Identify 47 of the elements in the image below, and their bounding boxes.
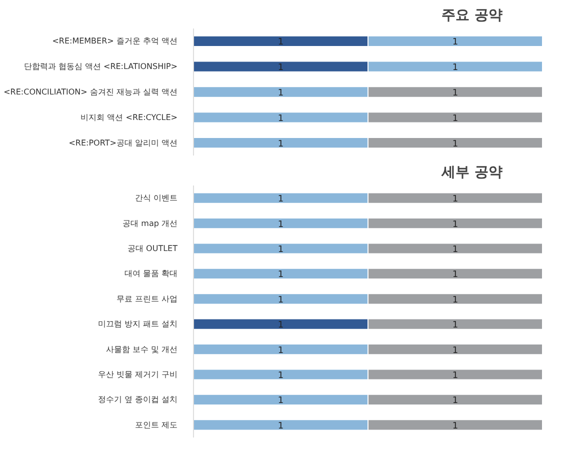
y-tick-label: 공대 OUTLET [128, 244, 178, 253]
data-label: 1 [452, 63, 458, 74]
y-tick-label: 정수기 옆 종이컵 설치 [98, 395, 178, 404]
data-label: 1 [452, 371, 458, 381]
y-tick-label: 사물함 보수 및 개선 [106, 344, 178, 354]
chart-title: 세부 공약 [440, 164, 502, 180]
data-label: 1 [278, 88, 284, 98]
data-label: 1 [278, 38, 284, 48]
y-tick-label: 공대 map 개선 [122, 218, 178, 228]
y-tick-label: 포인트 제도 [134, 420, 178, 430]
data-label: 1 [278, 346, 284, 356]
data-label: 1 [278, 114, 284, 124]
y-tick-label: 무료 프린트 사업 [116, 294, 178, 304]
data-label: 1 [452, 346, 458, 356]
data-label: 1 [278, 371, 284, 381]
data-label: 1 [452, 320, 458, 331]
data-label: 1 [452, 220, 458, 230]
y-tick-label: 비지회 액션 <RE:CYCLE> [80, 112, 178, 122]
data-label: 1 [452, 114, 458, 124]
data-label: 1 [452, 245, 458, 255]
data-label: 1 [278, 220, 284, 230]
data-label: 1 [278, 245, 284, 255]
y-tick-label: 단합력과 협동심 액션 <RE:LATIONSHIP> [24, 62, 178, 72]
data-label: 1 [452, 421, 458, 432]
data-label: 1 [278, 396, 284, 406]
data-label: 1 [452, 194, 458, 205]
y-tick-label: 대여 물품 확대 [124, 269, 178, 278]
data-label: 1 [278, 320, 284, 331]
y-tick-label: <RE:MEMBER> 즐거운 추억 액션 [52, 36, 178, 46]
data-label: 1 [278, 63, 284, 74]
y-tick-label: <RE:CONCILIATION> 숨겨진 재능과 실력 액션 [4, 88, 178, 96]
data-label: 1 [452, 38, 458, 48]
chart-title: 주요 공약 [442, 8, 502, 24]
y-tick-label: 간식 이벤트 [134, 194, 178, 203]
data-label: 1 [452, 270, 458, 280]
y-tick-label: 미끄럼 방지 패트 설치 [98, 320, 178, 329]
y-tick-label: 우산 빗물 제거기 구비 [98, 370, 178, 379]
data-label: 1 [452, 295, 458, 306]
data-label: 1 [278, 295, 284, 306]
data-label: 1 [452, 139, 458, 150]
data-label: 1 [278, 270, 284, 280]
data-label: 1 [278, 194, 284, 205]
data-label: 1 [278, 421, 284, 432]
data-label: 1 [278, 139, 284, 150]
data-label: 1 [452, 88, 458, 98]
data-label: 1 [452, 396, 458, 406]
y-tick-label: <RE:PORT>공대 알리미 액션 [68, 138, 178, 148]
